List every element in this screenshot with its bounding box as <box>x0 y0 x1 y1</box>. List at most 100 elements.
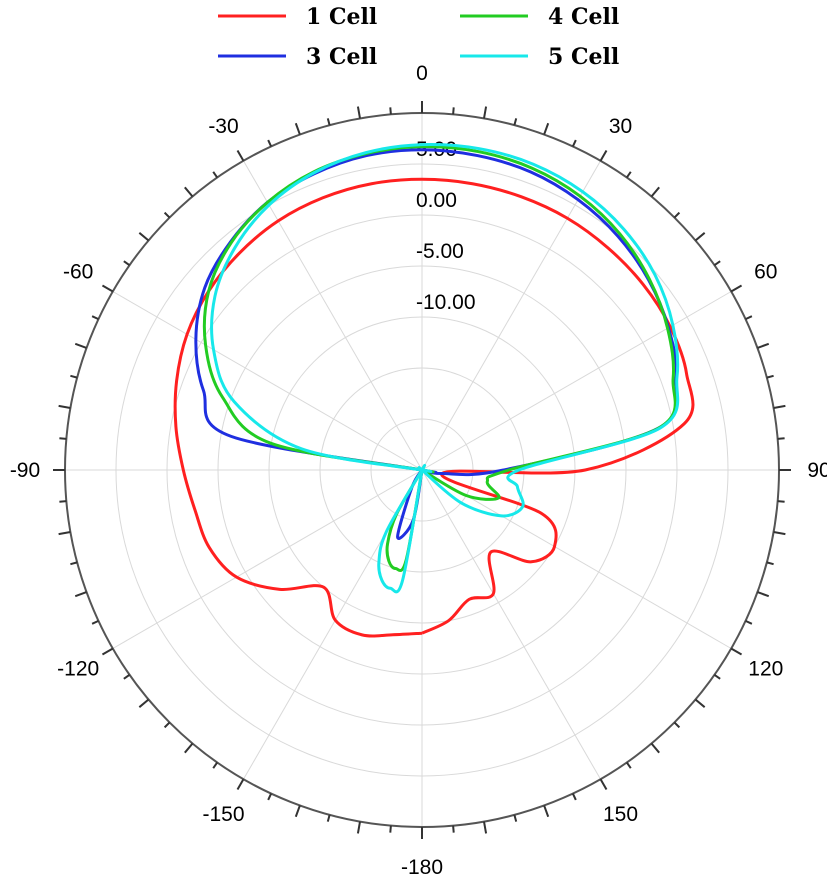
angle-tick <box>184 742 194 754</box>
angle-label: -90 <box>10 459 40 482</box>
angle-tick <box>74 591 87 598</box>
angle-tick <box>483 106 488 119</box>
grid-spoke <box>421 469 601 780</box>
angle-tick <box>452 107 455 115</box>
grid-spoke <box>112 469 423 649</box>
angle-tick <box>184 186 194 198</box>
angle-label: 150 <box>603 803 638 826</box>
grid-spoke <box>421 469 732 649</box>
angle-tick <box>694 232 706 242</box>
angle-tick <box>745 619 753 625</box>
angle-tick <box>267 139 273 147</box>
radial-tick-label: -5.00 <box>416 240 464 263</box>
radial-tick-label: -10.00 <box>416 291 476 314</box>
angle-tick <box>389 107 392 115</box>
angle-tick <box>650 186 660 198</box>
angle-tick <box>101 647 114 656</box>
angle-label: 120 <box>748 658 783 681</box>
angle-tick <box>650 742 660 754</box>
angle-tick <box>123 260 131 267</box>
angle-tick <box>326 814 331 822</box>
angle-tick <box>766 561 774 566</box>
angle-tick <box>625 761 632 769</box>
legend-label: 4 Cell <box>548 4 619 30</box>
angle-label: 60 <box>754 261 777 284</box>
angle-tick <box>625 171 632 179</box>
angle-tick <box>91 619 99 625</box>
angle-tick <box>212 171 219 179</box>
angle-tick <box>571 139 577 147</box>
angle-label: -120 <box>57 658 99 681</box>
legend: 1 Cell 3 Cell 4 Cell 5 Cell <box>218 4 619 70</box>
angle-tick <box>543 805 550 818</box>
angle-label: 0 <box>416 62 428 85</box>
angle-tick <box>483 821 488 834</box>
angle-tick <box>713 260 721 267</box>
outer-ring-ticks <box>53 101 791 839</box>
angle-tick <box>294 122 301 135</box>
grid-spoke <box>112 291 423 471</box>
angle-tick <box>773 531 786 536</box>
angle-tick <box>673 721 681 729</box>
angle-tick <box>163 211 171 219</box>
angle-tick <box>730 647 743 656</box>
angle-tick <box>236 149 245 162</box>
angle-label: 90 <box>807 459 827 482</box>
grid-spoke <box>421 160 601 471</box>
angle-tick <box>163 721 171 729</box>
angle-tick <box>267 793 273 801</box>
angle-tick <box>745 315 753 321</box>
series-line-4 <box>210 142 680 594</box>
angle-tick <box>513 118 518 126</box>
angle-tick <box>773 404 786 409</box>
angle-tick <box>70 561 78 566</box>
angle-label: -30 <box>208 115 238 138</box>
angle-tick <box>599 149 608 162</box>
angle-tick <box>70 374 78 379</box>
angle-tick <box>138 698 150 708</box>
legend-label: 5 Cell <box>548 44 619 70</box>
series-line-1 <box>173 177 695 638</box>
angle-tick <box>101 284 114 293</box>
angle-tick <box>452 825 455 833</box>
angle-tick <box>236 778 245 791</box>
angle-tick <box>543 122 550 135</box>
angle-tick <box>389 825 392 833</box>
angle-tick <box>356 106 361 119</box>
angle-tick <box>513 814 518 822</box>
angle-tick <box>757 342 770 349</box>
angle-labels: 0 30 60 90 120 150 -180 -150 -120 -90 -60 -30 <box>10 62 827 876</box>
grid-spoke <box>243 160 423 471</box>
angle-tick <box>294 805 301 818</box>
series-curves <box>173 142 695 638</box>
angle-tick <box>326 118 331 126</box>
angle-tick <box>757 591 770 598</box>
angle-tick <box>74 342 87 349</box>
angle-tick <box>123 673 131 680</box>
angle-label: -60 <box>63 261 93 284</box>
angle-tick <box>777 437 785 440</box>
angle-tick <box>777 500 785 503</box>
grid-spoke <box>421 291 732 471</box>
angle-tick <box>58 531 71 536</box>
angle-label: 30 <box>609 115 632 138</box>
angle-tick <box>673 211 681 219</box>
angle-tick <box>571 793 577 801</box>
angle-tick <box>713 673 721 680</box>
radial-tick-label: 0.00 <box>416 189 457 212</box>
angle-tick <box>59 437 67 440</box>
angle-tick <box>138 232 150 242</box>
angle-tick <box>59 500 67 503</box>
angle-tick <box>356 821 361 834</box>
angle-tick <box>730 284 743 293</box>
angle-tick <box>212 761 219 769</box>
angle-tick <box>91 315 99 321</box>
legend-label: 1 Cell <box>306 4 377 30</box>
angle-label: -180 <box>401 856 443 876</box>
angle-tick <box>694 698 706 708</box>
legend-label: 3 Cell <box>306 44 377 70</box>
angle-tick <box>58 404 71 409</box>
angle-tick <box>766 374 774 379</box>
angle-label: -150 <box>202 803 244 826</box>
